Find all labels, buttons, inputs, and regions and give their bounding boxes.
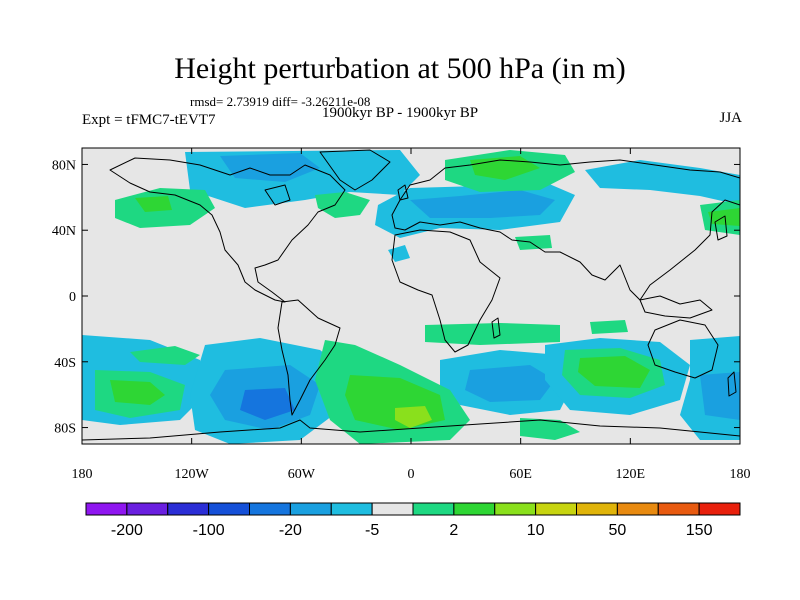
maritime-positive-patch: [590, 320, 628, 334]
arabia-positive-patch: [515, 235, 552, 250]
antarctica-coastline: [82, 419, 740, 441]
lat-label: 80N: [52, 158, 76, 173]
south-pacific-mid-positive-region: [130, 346, 200, 365]
colorbar-swatch: [494, 502, 537, 516]
south-atlantic-positive-peak: [395, 406, 432, 428]
season-label: JJA: [719, 110, 742, 126]
lat-label: 80S: [54, 422, 76, 437]
arctic-canada-negative-core: [220, 153, 320, 182]
lat-label: 40S: [54, 356, 76, 371]
colorbar-label: -100: [193, 522, 225, 539]
south-pacific-west-positive-core: [110, 380, 165, 405]
colorbar-label: -20: [279, 522, 302, 539]
coastlines: [82, 149, 740, 441]
madagascar-coastline: [491, 317, 501, 339]
lat-label: 40N: [52, 224, 76, 239]
colorbar-swatch: [657, 502, 700, 516]
colorbar-swatch: [126, 502, 169, 516]
indian-ocean-positive-patch: [425, 323, 560, 345]
lat-label: 0: [69, 290, 76, 305]
lon-label: 120W: [175, 467, 210, 482]
greenland-coastline: [319, 149, 391, 191]
colorbar-swatch: [535, 502, 577, 516]
lon-label: 60E: [509, 467, 532, 482]
africa-coastline: [391, 229, 501, 353]
colorbar-label: 2: [449, 522, 458, 539]
uk-coastline: [397, 184, 409, 201]
lon-label: 180: [730, 467, 751, 482]
longitude-axis: 180 120W 60W 0 60E 120E 180: [72, 148, 751, 482]
colorbar-label: 10: [527, 522, 545, 539]
colorbar-swatch: [698, 502, 741, 516]
eurasia-coastline: [391, 159, 740, 301]
colorbar-swatch: [616, 502, 659, 516]
colorbar: -200 -100 -20 -5 2 10 50 150: [85, 502, 741, 539]
perturbation-field: [82, 150, 740, 444]
chart-title: Height perturbation at 500 hPa (in m): [174, 52, 626, 85]
colorbar-swatch: [289, 502, 332, 516]
atlantic-positive-region: [315, 192, 370, 218]
south-america-coastline: [277, 299, 341, 416]
north-pacific-positive-core: [135, 196, 172, 212]
hudson-bay-coastline: [264, 184, 291, 206]
period-label: 1900kyr BP - 1900kyr BP: [322, 105, 479, 121]
antarctic-positive-patch: [520, 418, 580, 440]
colorbar-swatch: [167, 502, 210, 516]
colorbar-label: -200: [111, 522, 143, 539]
colorbar-swatch: [371, 502, 414, 516]
lon-label: 180: [72, 467, 93, 482]
new-zealand-coastline: [727, 371, 737, 397]
colorbar-swatch: [208, 502, 250, 516]
colorbar-swatch: [249, 502, 291, 516]
colorbar-swatch: [412, 502, 455, 516]
maritime-continent-coastline: [639, 295, 713, 319]
europe-negative-core: [410, 190, 555, 218]
colorbar-label: 150: [686, 522, 713, 539]
experiment-label: Expt = tFMC7-tEVT7: [82, 112, 216, 128]
south-pacific-negative-deep: [240, 388, 295, 420]
colorbar-swatch: [330, 502, 373, 516]
colorbar-label: 50: [608, 522, 626, 539]
colorbar-label: -5: [365, 522, 379, 539]
lon-label: 120E: [616, 467, 646, 482]
australia-coastline: [647, 319, 719, 379]
japan-coastline: [714, 215, 728, 241]
south-indian-positive-core: [578, 356, 650, 388]
colorbar-swatch: [85, 502, 128, 516]
south-indian-negative-core: [465, 365, 555, 402]
latitude-axis: 80N 40N 0 40S 80S: [52, 158, 740, 437]
stats-subtitle: rmsd= 2.73919 diff= -3.26211e-08: [190, 94, 371, 109]
colorbar-swatch: [576, 502, 618, 516]
lon-label: 60W: [288, 467, 316, 482]
colorbar-swatch: [453, 502, 496, 516]
lon-label: 0: [408, 467, 415, 482]
east-pacific-negative-core: [700, 372, 740, 420]
north-america-coastline: [109, 157, 346, 303]
